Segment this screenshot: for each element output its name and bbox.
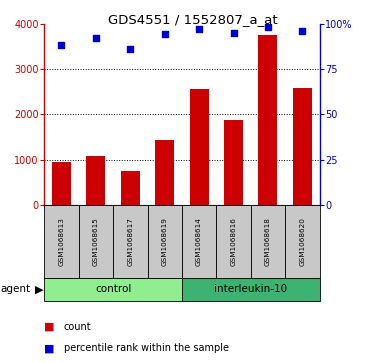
Text: control: control xyxy=(95,285,131,294)
Text: percentile rank within the sample: percentile rank within the sample xyxy=(64,343,229,354)
Point xyxy=(127,46,133,52)
Point xyxy=(231,30,237,36)
Bar xyxy=(224,120,243,205)
Bar xyxy=(216,205,251,278)
Bar xyxy=(155,140,174,205)
Text: GSM1068615: GSM1068615 xyxy=(93,217,99,266)
Point xyxy=(162,32,168,37)
Bar xyxy=(190,89,209,205)
Bar xyxy=(44,205,79,278)
Text: GSM1068617: GSM1068617 xyxy=(127,217,133,266)
Point xyxy=(265,24,271,30)
Text: ▶: ▶ xyxy=(35,285,44,294)
Text: GSM1068619: GSM1068619 xyxy=(162,217,168,266)
Text: GDS4551 / 1552807_a_at: GDS4551 / 1552807_a_at xyxy=(108,13,277,26)
Point xyxy=(196,26,202,32)
Bar xyxy=(86,156,105,205)
Bar xyxy=(44,278,182,301)
Bar xyxy=(79,205,113,278)
Text: GSM1068620: GSM1068620 xyxy=(300,217,305,266)
Bar xyxy=(182,278,320,301)
Text: GSM1068614: GSM1068614 xyxy=(196,217,202,266)
Text: interleukin-10: interleukin-10 xyxy=(214,285,287,294)
Text: GSM1068613: GSM1068613 xyxy=(59,217,64,266)
Text: agent: agent xyxy=(1,285,31,294)
Point xyxy=(59,42,65,48)
Bar xyxy=(251,205,285,278)
Bar xyxy=(147,205,182,278)
Text: GSM1068616: GSM1068616 xyxy=(231,217,236,266)
Text: ■: ■ xyxy=(44,322,55,332)
Text: GSM1068618: GSM1068618 xyxy=(265,217,271,266)
Bar xyxy=(285,205,320,278)
Text: count: count xyxy=(64,322,91,332)
Bar xyxy=(258,35,278,205)
Point xyxy=(93,35,99,41)
Bar xyxy=(121,171,140,205)
Bar xyxy=(52,162,71,205)
Bar xyxy=(113,205,147,278)
Text: ■: ■ xyxy=(44,343,55,354)
Bar xyxy=(293,88,312,205)
Bar xyxy=(182,205,216,278)
Point xyxy=(299,28,305,34)
